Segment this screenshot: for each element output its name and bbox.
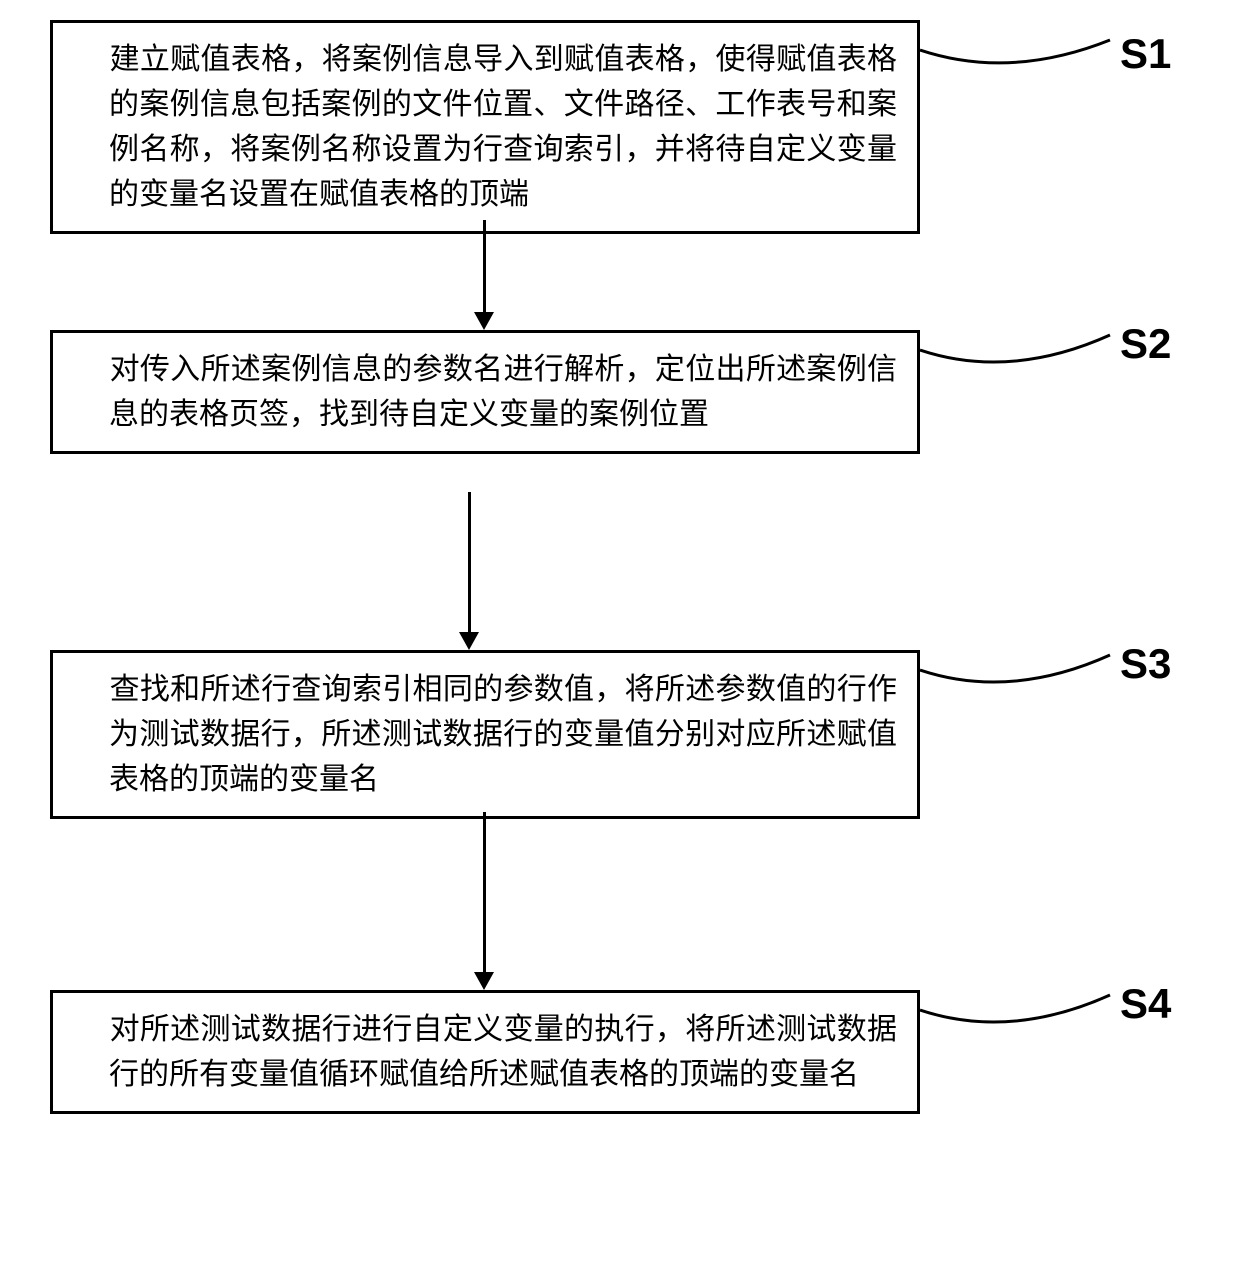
step-text-s4: 对所述测试数据行进行自定义变量的执行，将所述测试数据行的所有变量值循环赋值给所述…: [49, 1013, 897, 1091]
connector-s1: [920, 10, 1130, 90]
arrow-s3-s4: [483, 812, 486, 972]
step-label-s3: S3: [1120, 640, 1171, 688]
step-box-s3: 查找和所述行查询索引相同的参数值，将所述参数值的行作为测试数据行，所述测试数据行…: [50, 650, 920, 819]
step-text-s1: 建立赋值表格，将案例信息导入到赋值表格，使得赋值表格的案例信息包括案例的文件位置…: [49, 43, 897, 211]
arrow-head-s1-s2: [474, 312, 494, 330]
step-label-s2: S2: [1120, 320, 1171, 368]
step-text-s3: 查找和所述行查询索引相同的参数值，将所述参数值的行作为测试数据行，所述测试数据行…: [49, 673, 897, 796]
connector-s2: [920, 310, 1130, 390]
arrow-head-s3-s4: [474, 972, 494, 990]
arrow-head-s2-s3: [459, 632, 479, 650]
step-box-s4: 对所述测试数据行进行自定义变量的执行，将所述测试数据行的所有变量值循环赋值给所述…: [50, 990, 920, 1114]
connector-s4: [920, 970, 1130, 1050]
step-box-s2: 对传入所述案例信息的参数名进行解析，定位出所述案例信息的表格页签，找到待自定义变…: [50, 330, 920, 454]
step-box-s1: 建立赋值表格，将案例信息导入到赋值表格，使得赋值表格的案例信息包括案例的文件位置…: [50, 20, 920, 234]
connector-s3: [920, 630, 1130, 710]
step-label-s1: S1: [1120, 30, 1171, 78]
step-label-s4: S4: [1120, 980, 1171, 1028]
step-text-s2: 对传入所述案例信息的参数名进行解析，定位出所述案例信息的表格页签，找到待自定义变…: [49, 353, 897, 431]
arrow-s2-s3: [468, 492, 471, 632]
arrow-s1-s2: [483, 220, 486, 312]
flowchart-container: 建立赋值表格，将案例信息导入到赋值表格，使得赋值表格的案例信息包括案例的文件位置…: [50, 20, 920, 1250]
